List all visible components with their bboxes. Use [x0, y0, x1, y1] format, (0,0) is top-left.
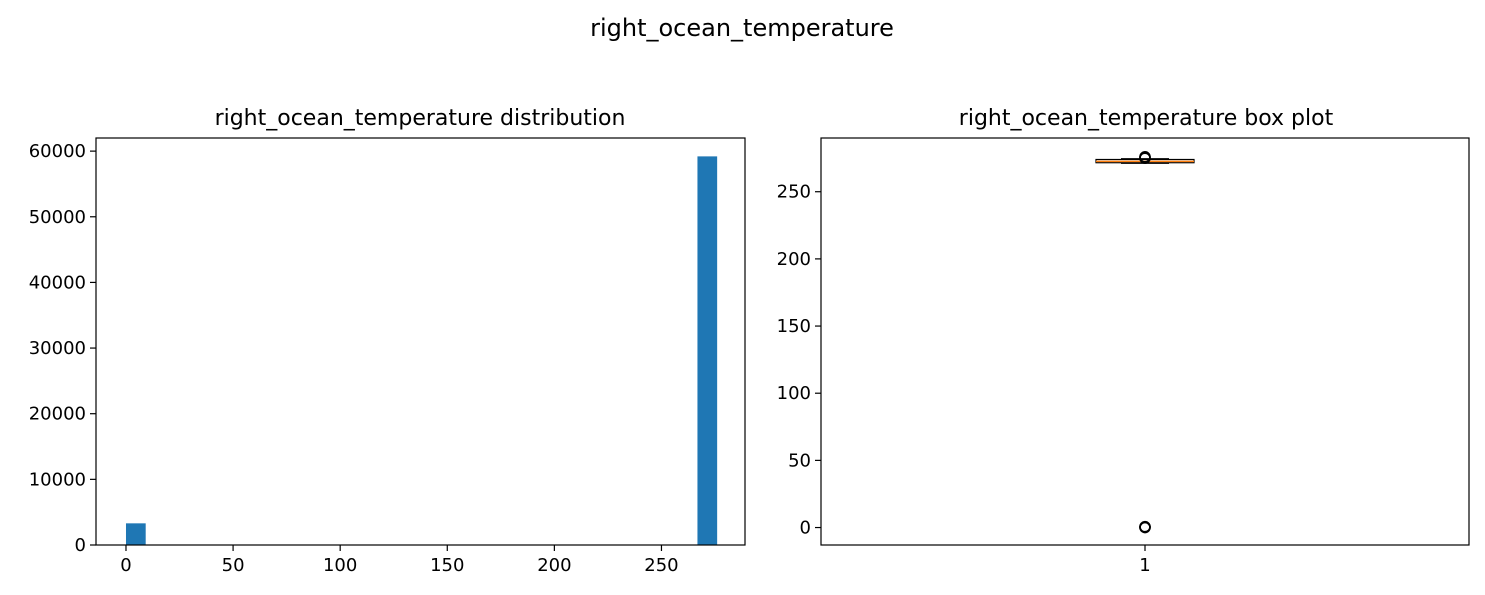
y-tick-label: 200	[777, 249, 811, 270]
boxplot-y-ticks: 0 50 100 150 200 250	[777, 182, 821, 539]
histogram-frame	[96, 138, 745, 545]
x-tick-label: 250	[644, 555, 678, 576]
y-tick-label: 20000	[29, 404, 86, 425]
y-tick-label: 150	[777, 316, 811, 337]
histogram-bar	[126, 523, 146, 545]
histogram-y-ticks: 0 10000 20000 30000 40000 50000 60000	[29, 141, 96, 556]
histogram-bars	[126, 156, 717, 545]
boxplot-title: right_ocean_temperature box plot	[959, 106, 1334, 131]
x-tick-label: 1	[1139, 555, 1150, 576]
boxplot-frame	[821, 138, 1469, 545]
histogram-title: right_ocean_temperature distribution	[215, 106, 626, 131]
y-tick-label: 100	[777, 383, 811, 404]
y-tick-label: 0	[75, 535, 86, 556]
y-tick-label: 30000	[29, 338, 86, 359]
x-tick-label: 150	[430, 555, 464, 576]
histogram-axes: right_ocean_temperature distribution 0 50…	[29, 106, 745, 576]
y-tick-label: 50000	[29, 207, 86, 228]
figure-suptitle: right_ocean_temperature	[590, 14, 894, 42]
boxplot-marks	[1096, 152, 1194, 533]
boxplot-x-ticks: 1	[1139, 545, 1150, 576]
y-tick-label: 60000	[29, 141, 86, 162]
x-tick-label: 200	[537, 555, 571, 576]
x-tick-label: 100	[323, 555, 357, 576]
histogram-x-ticks: 0 50 100 150 200 250	[120, 545, 678, 576]
boxplot-axes: right_ocean_temperature box plot 1 0 50 10…	[777, 106, 1469, 576]
y-tick-label: 250	[777, 182, 811, 203]
x-tick-label: 0	[120, 555, 131, 576]
y-tick-label: 50	[788, 450, 811, 471]
x-tick-label: 50	[222, 555, 245, 576]
histogram-bar	[697, 156, 717, 545]
y-tick-label: 40000	[29, 272, 86, 293]
y-tick-label: 10000	[29, 469, 86, 490]
y-tick-label: 0	[800, 518, 811, 539]
